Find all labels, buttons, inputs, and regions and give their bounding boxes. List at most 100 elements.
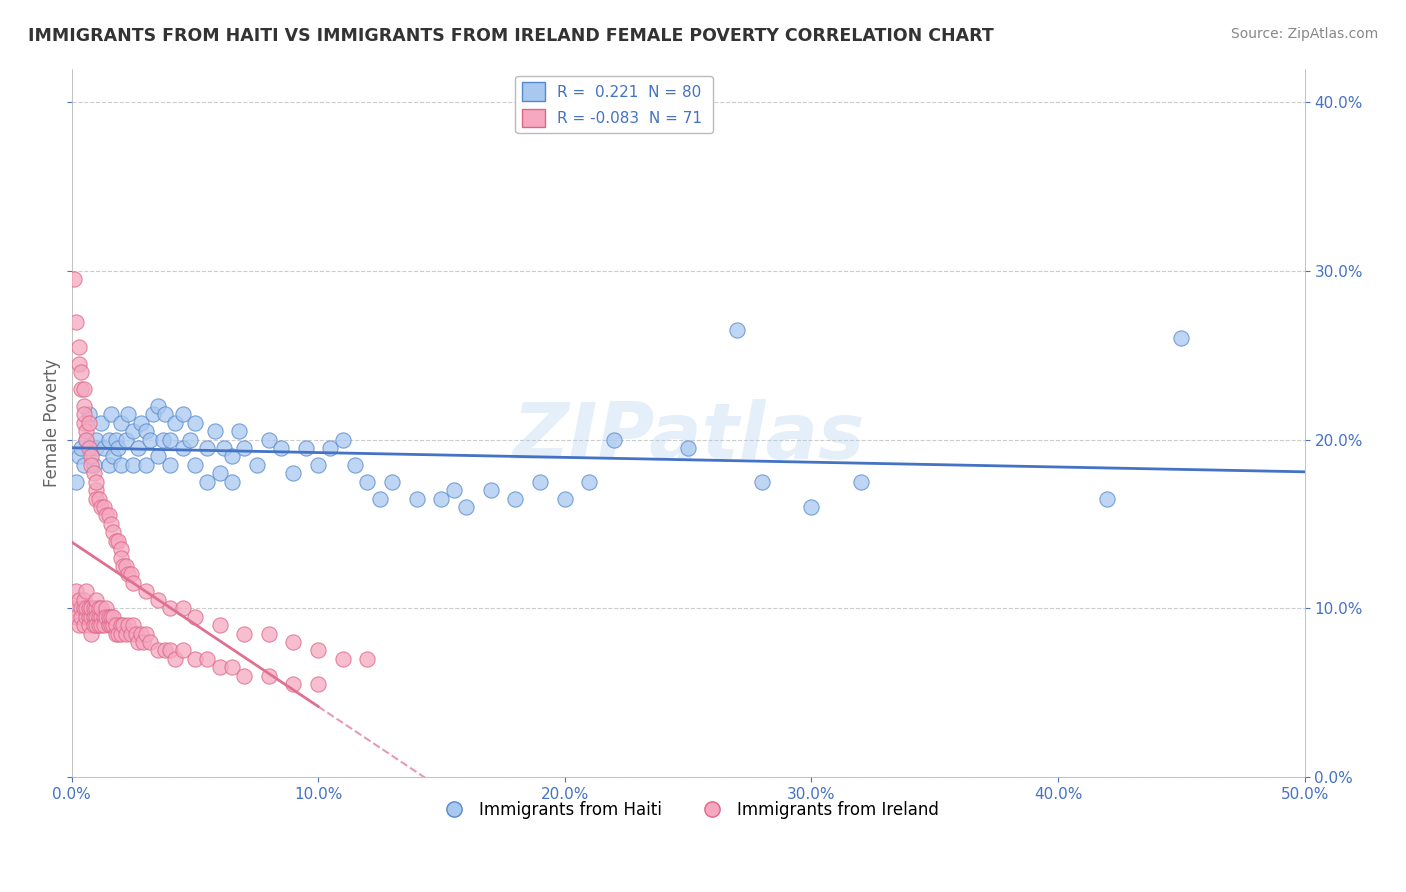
- Point: [84, 491, 107, 506]
- Point: [103, 525, 125, 540]
- Point: [159, 643, 181, 657]
- Point: [110, 542, 132, 557]
- Point: [117, 407, 139, 421]
- Point: [195, 441, 218, 455]
- Point: [307, 458, 329, 472]
- Point: [172, 601, 194, 615]
- Point: [319, 441, 342, 455]
- Point: [800, 500, 823, 514]
- Point: [114, 559, 136, 574]
- Point: [104, 626, 127, 640]
- Point: [159, 433, 181, 447]
- Point: [139, 433, 162, 447]
- Point: [80, 626, 103, 640]
- Point: [70, 365, 93, 379]
- Point: [104, 618, 127, 632]
- Y-axis label: Female Poverty: Female Poverty: [44, 359, 60, 487]
- Point: [283, 467, 305, 481]
- Point: [107, 533, 129, 548]
- Point: [73, 458, 96, 472]
- Point: [83, 618, 105, 632]
- Point: [124, 626, 146, 640]
- Point: [94, 508, 117, 523]
- Point: [184, 416, 207, 430]
- Point: [77, 609, 100, 624]
- Point: [107, 441, 129, 455]
- Point: [83, 467, 105, 481]
- Point: [100, 516, 122, 531]
- Text: ZIPatlas: ZIPatlas: [512, 399, 865, 475]
- Point: [73, 407, 96, 421]
- Point: [295, 441, 318, 455]
- Point: [159, 458, 181, 472]
- Legend: Immigrants from Haiti, Immigrants from Ireland: Immigrants from Haiti, Immigrants from I…: [430, 794, 945, 825]
- Point: [155, 407, 177, 421]
- Point: [233, 668, 256, 682]
- Point: [70, 601, 93, 615]
- Point: [70, 441, 93, 455]
- Point: [208, 660, 231, 674]
- Point: [75, 424, 97, 438]
- Point: [112, 559, 135, 574]
- Point: [127, 635, 149, 649]
- Point: [146, 399, 169, 413]
- Point: [159, 601, 181, 615]
- Point: [257, 433, 280, 447]
- Point: [283, 677, 305, 691]
- Point: [233, 626, 256, 640]
- Point: [73, 601, 96, 615]
- Point: [554, 491, 576, 506]
- Point: [84, 483, 107, 498]
- Point: [73, 382, 96, 396]
- Point: [443, 483, 465, 498]
- Point: [344, 458, 367, 472]
- Point: [84, 433, 107, 447]
- Point: [73, 416, 96, 430]
- Point: [208, 467, 231, 481]
- Point: [94, 601, 117, 615]
- Point: [307, 677, 329, 691]
- Point: [112, 618, 135, 632]
- Point: [184, 652, 207, 666]
- Point: [405, 491, 427, 506]
- Point: [103, 609, 125, 624]
- Point: [184, 609, 207, 624]
- Point: [107, 626, 129, 640]
- Point: [221, 475, 243, 489]
- Point: [1170, 331, 1192, 345]
- Point: [110, 626, 132, 640]
- Point: [110, 416, 132, 430]
- Point: [257, 668, 280, 682]
- Point: [90, 609, 112, 624]
- Point: [307, 643, 329, 657]
- Point: [83, 458, 105, 472]
- Point: [90, 601, 112, 615]
- Point: [75, 584, 97, 599]
- Point: [578, 475, 600, 489]
- Point: [117, 618, 139, 632]
- Point: [505, 491, 527, 506]
- Point: [84, 592, 107, 607]
- Point: [155, 643, 177, 657]
- Point: [110, 458, 132, 472]
- Point: [67, 618, 90, 632]
- Point: [65, 314, 87, 328]
- Point: [63, 272, 86, 286]
- Point: [332, 652, 354, 666]
- Point: [356, 652, 378, 666]
- Point: [67, 340, 90, 354]
- Point: [129, 626, 152, 640]
- Point: [165, 652, 187, 666]
- Point: [114, 433, 136, 447]
- Point: [135, 626, 157, 640]
- Point: [80, 609, 103, 624]
- Point: [104, 533, 127, 548]
- Point: [122, 458, 145, 472]
- Point: [122, 618, 145, 632]
- Point: [221, 660, 243, 674]
- Point: [103, 450, 125, 464]
- Point: [70, 382, 93, 396]
- Point: [725, 323, 748, 337]
- Point: [77, 416, 100, 430]
- Point: [65, 475, 87, 489]
